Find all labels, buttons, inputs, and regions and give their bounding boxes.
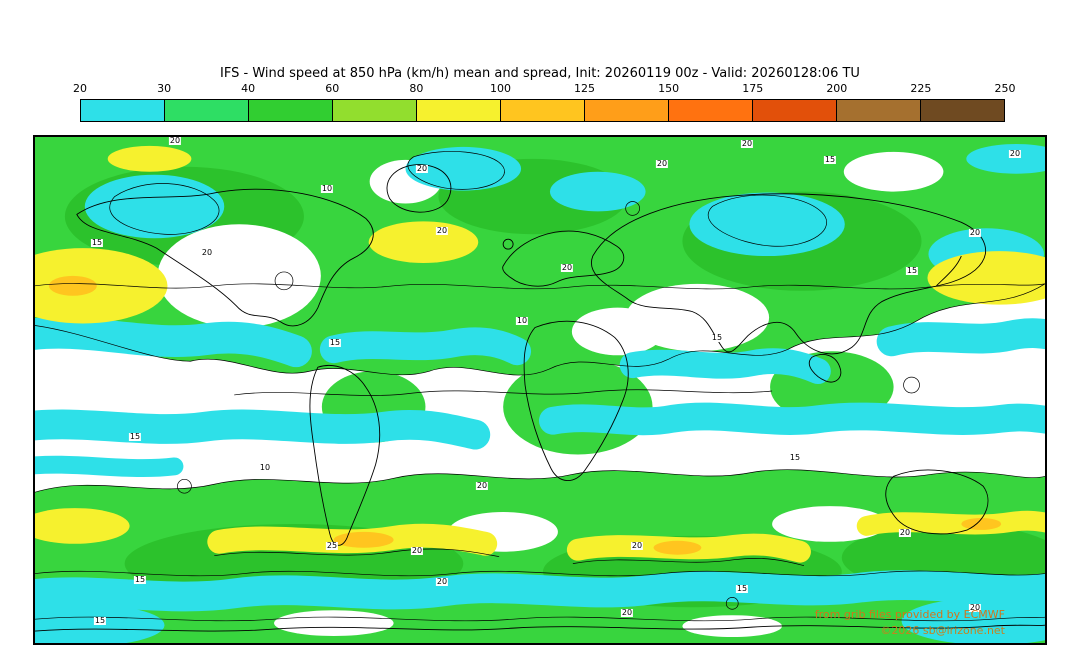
- colorbar-segment: [248, 100, 332, 121]
- colorbar-tick: 100: [489, 82, 511, 95]
- colorbar-tick: 20: [73, 82, 87, 95]
- attribution-line-1: from grib files provided by ECMWF: [814, 607, 1005, 621]
- colorbar-segment: [332, 100, 416, 121]
- map-frame: 20 20 10 20 20 15 20 15 20 20 20 15 20 10 15 15 15 10 20 15…: [33, 135, 1047, 645]
- colorbar-segment: [81, 100, 164, 121]
- colorbar-tick: 125: [574, 82, 596, 95]
- colorbar-tick: 80: [409, 82, 424, 95]
- colorbar-segment: [920, 100, 1004, 121]
- page-title: IFS - Wind speed at 850 hPa (km/h) mean …: [220, 66, 860, 81]
- colorbar-segment: [836, 100, 920, 121]
- colorbar-tick: 150: [658, 82, 680, 95]
- colorbar-ticks: 20 30 40 60 80 100 125 150 175 200 225 250: [73, 82, 1016, 97]
- attribution-line-2: ©2026 sb@irizone.net: [880, 623, 1005, 637]
- colorbar-segment: [584, 100, 668, 121]
- colorbar-tick: 175: [742, 82, 764, 95]
- colorbar-segment: [752, 100, 836, 121]
- colorbar-tick: 30: [157, 82, 172, 95]
- colorbar-wrap: 20 30 40 60 80 100 125 150 175 200 225 250: [73, 82, 1016, 122]
- colorbar-tick: 60: [325, 82, 340, 95]
- colorbar-tick: 200: [826, 82, 848, 95]
- colorbar-tick: 225: [910, 82, 932, 95]
- colorbar-tick: 40: [241, 82, 256, 95]
- colorbar-segment: [416, 100, 500, 121]
- colorbar: [80, 99, 1005, 122]
- colorbar-segment: [500, 100, 584, 121]
- colorbar-tick: 250: [994, 82, 1016, 95]
- world-wind-map: [35, 137, 1045, 643]
- colorbar-segment: [164, 100, 248, 121]
- colorbar-segment: [668, 100, 752, 121]
